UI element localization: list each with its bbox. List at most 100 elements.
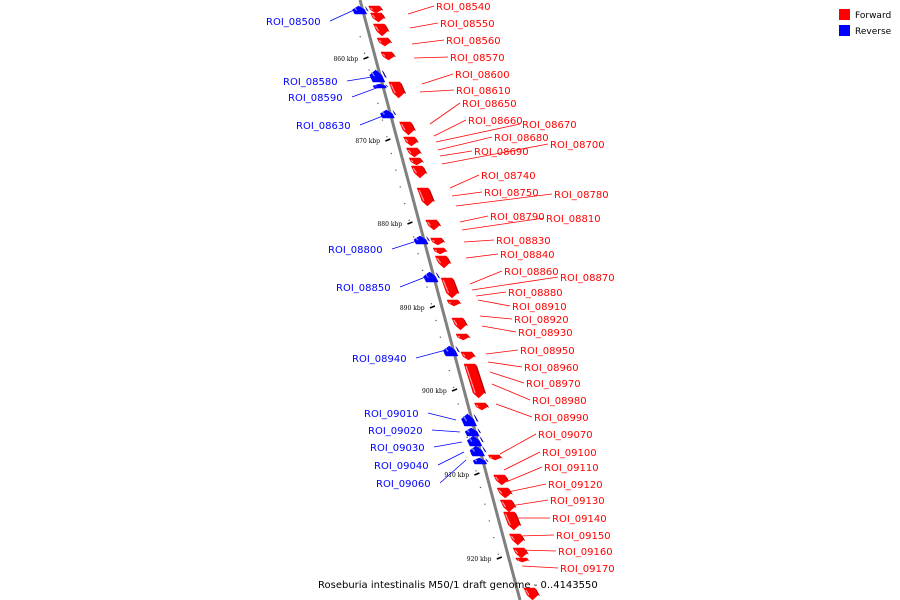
forward-gene-label: ROI_09170 — [560, 564, 615, 575]
minor-tick — [457, 403, 459, 405]
scale-tick-label: 910 kbp — [444, 472, 469, 479]
forward-label-leader — [469, 270, 503, 285]
minor-tick — [448, 370, 450, 372]
reverse-gene-label: ROI_09060 — [376, 479, 431, 490]
forward-label-leader — [465, 253, 499, 259]
reverse-gene-2 — [373, 83, 389, 89]
reverse-gene-label: ROI_08590 — [288, 93, 343, 104]
forward-label-leader — [433, 119, 467, 137]
forward-gene-label: ROI_08600 — [455, 70, 510, 81]
forward-gene-label: ROI_08970 — [526, 379, 581, 390]
forward-gene-6 — [399, 121, 416, 136]
forward-gene-label: ROI_08610 — [456, 86, 511, 97]
forward-label-leader — [475, 291, 507, 297]
forward-gene-label: ROI_08550 — [440, 19, 495, 30]
forward-gene-label: ROI_08650 — [462, 99, 517, 110]
forward-gene-label: ROI_08740 — [481, 171, 536, 182]
forward-gene-label: ROI_08880 — [508, 288, 563, 299]
reverse-gene-6 — [442, 345, 460, 357]
minor-tick — [475, 470, 477, 472]
forward-gene-label: ROI_08830 — [496, 236, 551, 247]
forward-gene-label: ROI_08570 — [450, 53, 505, 64]
forward-gene-label: ROI_08990 — [534, 413, 589, 424]
forward-gene-23 — [487, 454, 503, 461]
minor-tick — [488, 520, 490, 522]
forward-gene-label: ROI_08920 — [514, 315, 569, 326]
scale-tick: 910 kbp — [444, 472, 480, 479]
forward-gene-11 — [416, 187, 435, 207]
forward-label-leader — [519, 549, 557, 552]
minor-tick — [439, 336, 441, 338]
forward-gene-label: ROI_08840 — [500, 250, 555, 261]
forward-label-leader — [461, 217, 545, 231]
forward-gene-label: ROI_08750 — [484, 188, 539, 199]
scale-tick-label: 870 kbp — [355, 138, 380, 145]
forward-label-leader — [503, 451, 541, 471]
reverse-gene-8 — [464, 427, 482, 437]
forward-gene-22 — [474, 402, 490, 411]
reverse-label-leader — [346, 75, 379, 82]
genome-backbone — [358, 0, 522, 600]
forward-label-leader — [489, 371, 525, 384]
forward-gene-3 — [376, 37, 393, 47]
forward-gene-label: ROI_09110 — [544, 463, 599, 474]
reverse-label-leader — [391, 239, 421, 250]
scale-tick: 890 kbp — [400, 305, 436, 312]
forward-gene-label: ROI_09160 — [558, 547, 613, 558]
forward-gene-16 — [440, 277, 460, 299]
reverse-gene-label: ROI_09030 — [370, 443, 425, 454]
forward-gene-7 — [403, 136, 419, 147]
reverse-gene-4 — [413, 235, 431, 245]
minor-tick — [390, 152, 392, 155]
minor-tick — [395, 169, 397, 171]
forward-gene-26 — [499, 499, 517, 513]
scale-tick: 880 kbp — [377, 221, 413, 228]
forward-label-leader — [517, 534, 555, 537]
forward-gene-31 — [523, 587, 540, 600]
forward-label-leader — [439, 150, 473, 157]
scale-tick-label: 880 kbp — [377, 221, 402, 228]
reverse-gene-label: ROI_09020 — [368, 426, 423, 437]
scale-tick-label: 890 kbp — [400, 305, 425, 312]
reverse-gene-10 — [469, 445, 487, 457]
forward-gene-label: ROI_08540 — [436, 2, 491, 13]
forward-gene-19 — [455, 333, 471, 341]
reverse-gene-7 — [461, 413, 479, 427]
scale-tick: 860 kbp — [333, 56, 369, 63]
minor-tick — [381, 119, 384, 121]
forward-label-leader — [481, 325, 517, 333]
reverse-gene-11 — [472, 457, 489, 465]
minor-tick — [399, 186, 401, 188]
forward-label-leader — [507, 483, 547, 493]
forward-label-leader — [429, 102, 461, 125]
forward-gene-label: ROI_08810 — [546, 214, 601, 225]
reverse-gene-label: ROI_08940 — [352, 354, 407, 365]
forward-label-leader — [409, 22, 439, 29]
forward-gene-20 — [460, 351, 476, 361]
legend-forward-swatch — [839, 9, 850, 20]
forward-label-leader — [485, 349, 519, 355]
label-leaders — [329, 5, 559, 569]
genome-caption: Roseburia intestinalis M50/1 draft genom… — [318, 580, 598, 591]
forward-gene-label: ROI_08870 — [560, 273, 615, 284]
scale-tick-label: 920 kbp — [467, 556, 492, 563]
forward-label-leader — [471, 276, 559, 291]
forward-gene-label: ROI_09070 — [538, 430, 593, 441]
forward-gene-1 — [370, 12, 386, 23]
forward-gene-label: ROI_08910 — [512, 302, 567, 313]
forward-label-leader — [451, 191, 483, 197]
minor-tick — [430, 303, 433, 305]
reverse-label-leader — [437, 451, 465, 466]
scale-tick: 900 kbp — [422, 388, 458, 395]
forward-gene-14 — [432, 247, 448, 255]
forward-gene-17 — [446, 299, 462, 307]
forward-gene-24 — [493, 474, 510, 486]
forward-gene-label: ROI_08790 — [490, 212, 545, 223]
reverse-gene-label: ROI_08850 — [336, 283, 391, 294]
forward-gene-label: ROI_09120 — [548, 480, 603, 491]
reverse-label-leader — [415, 349, 447, 359]
minor-tick — [359, 36, 361, 38]
forward-gene-13 — [430, 237, 446, 246]
forward-gene-label: ROI_08860 — [504, 267, 559, 278]
forward-gene-label: ROI_09150 — [556, 531, 611, 542]
